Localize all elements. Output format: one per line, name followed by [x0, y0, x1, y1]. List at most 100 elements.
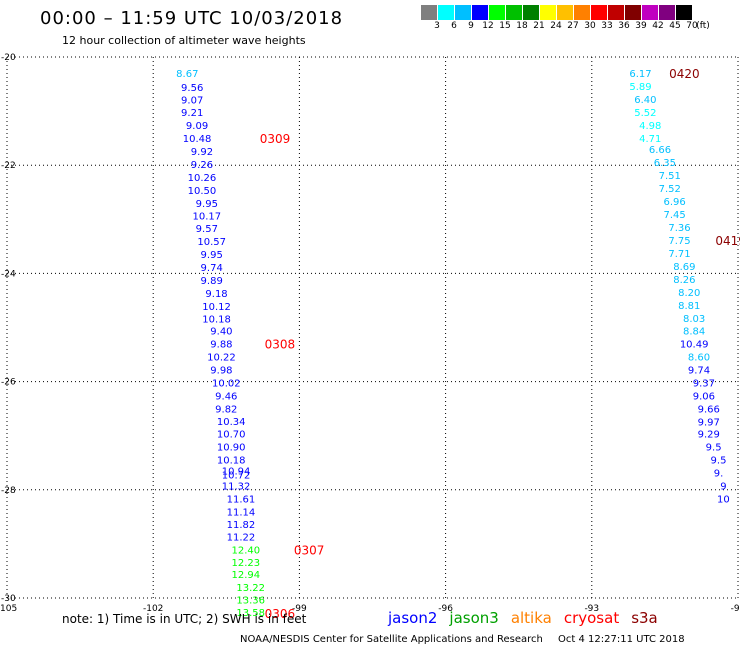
wave-height-label: 4.98 [639, 121, 661, 132]
colorbar-label: 39 [635, 21, 647, 31]
x-tick-label: -105 [0, 604, 17, 614]
wave-height-label: 10.57 [197, 237, 226, 248]
colorbar-label: 9 [468, 21, 474, 31]
wave-height-label: 5.89 [629, 82, 651, 93]
wave-height-label: 5.52 [634, 108, 656, 119]
colorbar-swatch [557, 5, 574, 20]
wave-height-label: 9.95 [196, 199, 218, 210]
wave-height-label: 9.21 [181, 108, 203, 119]
y-tick-label: -30 [1, 594, 16, 604]
wave-height-label: 11.22 [227, 532, 256, 543]
colorbar-label: 36 [618, 21, 630, 31]
y-tick-label: -26 [1, 378, 16, 388]
wave-height-label: 8.67 [176, 69, 198, 80]
wave-height-label: 9.98 [210, 366, 232, 377]
colorbar-swatch [659, 5, 676, 20]
wave-height-label: 6.96 [664, 197, 686, 208]
colorbar-swatch [455, 5, 472, 20]
chart-subtitle: 12 hour collection of altimeter wave hei… [62, 34, 306, 47]
wave-height-label: 10.90 [217, 443, 246, 454]
wave-height-label: 10.72 [222, 471, 251, 482]
wave-height-label: 12.23 [231, 558, 260, 569]
wave-height-label: 9.66 [698, 405, 720, 416]
wave-height-label: 10.18 [217, 456, 246, 467]
colorbar-label: 42 [652, 21, 664, 31]
wave-height-label: 8.81 [678, 301, 700, 312]
colorbar [421, 5, 693, 20]
wave-height-label: 9.56 [181, 83, 203, 94]
wave-height-label: 8.03 [683, 314, 705, 325]
credit-footer: NOAA/NESDIS Center for Satellite Applica… [240, 634, 685, 645]
legend-jason2: jason2 [388, 609, 438, 627]
wave-height-label: 10.22 [207, 353, 236, 364]
colorbar-swatch [676, 5, 693, 20]
wave-height-label: 13.22 [236, 583, 265, 594]
colorbar-label: 21 [533, 21, 545, 31]
x-tick-label: -96 [438, 604, 453, 614]
wave-height-label: 9.74 [688, 366, 710, 377]
wave-height-label: 9.57 [196, 224, 218, 235]
satellite-legend: jason2 jason3 altika cryosat s3a [388, 609, 670, 627]
wave-height-label: 10 [717, 494, 730, 505]
y-tick-label: -20 [1, 53, 16, 63]
time-label: 0307 [294, 543, 325, 557]
wave-height-label: 9.95 [201, 250, 223, 261]
colorbar-label: 24 [550, 21, 562, 31]
colorbar-label: 18 [516, 21, 528, 31]
wave-height-label: 9.37 [693, 379, 715, 390]
wave-height-label: 6.66 [649, 145, 671, 156]
legend-jason3: jason3 [449, 609, 499, 627]
x-tick-label: -93 [584, 604, 599, 614]
wave-height-label: 11.61 [227, 494, 256, 505]
colorbar-label: 27 [567, 21, 579, 31]
colorbar-swatch [642, 5, 659, 20]
wave-height-label: 9.29 [698, 430, 720, 441]
wave-height-label: 9.97 [698, 418, 720, 429]
colorbar-label: 45 [669, 21, 681, 31]
y-tick-label: -24 [1, 269, 16, 279]
generation-timestamp: Oct 4 12:27:11 UTC 2018 [558, 634, 685, 645]
legend-s3a: s3a [631, 609, 658, 627]
time-label: 0308 [265, 338, 296, 352]
wave-height-label: 9.82 [215, 405, 237, 416]
wave-height-label: 8.69 [673, 262, 695, 273]
colorbar-swatch [523, 5, 540, 20]
wave-height-label: 7.71 [668, 249, 690, 260]
wave-height-label: 13.36 [236, 596, 265, 607]
wave-height-label: 11.32 [222, 481, 251, 492]
wave-height-label: 10.94 [222, 466, 251, 477]
x-tick-label: -102 [143, 604, 163, 614]
colorbar-swatch [506, 5, 523, 20]
time-label: 0420 [669, 67, 700, 81]
wave-height-label: 4.71 [639, 134, 661, 145]
y-tick-label: -28 [1, 486, 16, 496]
units-note: note: 1) Time is in UTC; 2) SWH is in fe… [62, 612, 307, 626]
wave-height-label: 10.34 [217, 417, 246, 428]
wave-height-label: 7.51 [659, 171, 681, 182]
wave-height-label: 7.45 [664, 210, 686, 221]
x-tick-label: -99 [292, 604, 307, 614]
colorbar-label: 30 [584, 21, 596, 31]
time-label: 0419 [715, 234, 740, 248]
wave-height-label: 9.26 [191, 160, 213, 171]
wave-height-label: 10.50 [188, 186, 217, 197]
wave-height-label: 8.84 [683, 327, 705, 338]
wave-height-label: 6.17 [629, 69, 651, 80]
wave-height-label: 9.40 [210, 327, 232, 338]
colorbar-swatch [421, 5, 438, 20]
colorbar-label: 6 [451, 21, 457, 31]
wave-height-label: 9.88 [210, 340, 232, 351]
colorbar-label: 70 [686, 21, 698, 31]
wave-height-label: 9.07 [181, 96, 203, 107]
source-credit: NOAA/NESDIS Center for Satellite Applica… [240, 634, 543, 645]
colorbar-swatch [608, 5, 625, 20]
wave-height-label: 12.94 [231, 570, 260, 581]
legend-cryosat: cryosat [563, 609, 620, 627]
colorbar-swatch [540, 5, 557, 20]
wave-height-label: 7.36 [668, 223, 690, 234]
wave-height-label: 6.35 [654, 158, 676, 169]
wave-height-label: 10.70 [217, 430, 246, 441]
wave-height-label: 9. [714, 468, 724, 479]
wave-height-label: 9.06 [693, 392, 715, 403]
